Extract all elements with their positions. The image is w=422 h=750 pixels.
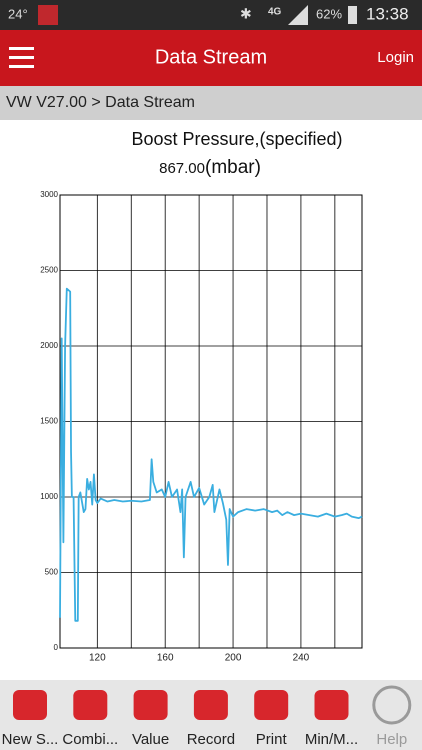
button-label: Combi... xyxy=(62,731,118,748)
toolbar-button[interactable]: Min/M... xyxy=(305,690,358,748)
breadcrumb-bar xyxy=(0,86,422,120)
toolbar-buttons: New S... Combi... Value Record Print Min/M...… xyxy=(2,685,412,748)
data-line xyxy=(59,287,363,622)
reading-unit: (mbar) xyxy=(205,157,261,178)
button-label: Min/M... xyxy=(305,731,358,748)
reading-value: 867.00 xyxy=(159,160,205,177)
signal-icon xyxy=(288,5,308,25)
y-tick-label: 1500 xyxy=(40,417,58,426)
y-tick-label: 2000 xyxy=(40,341,58,350)
toolbar-button[interactable]: Combi... xyxy=(62,690,118,748)
header-title: Data Stream xyxy=(155,46,267,68)
help-icon xyxy=(372,685,412,725)
toolbar-button[interactable]: Record xyxy=(187,690,235,748)
x-tick-label: 240 xyxy=(293,653,310,664)
button-label: Record xyxy=(187,731,235,748)
login-button[interactable]: Login xyxy=(377,49,414,66)
plot: 0 500 1000 1500 2000 2500 3000 120 160 200 240 xyxy=(40,190,363,664)
time: 13:38 xyxy=(366,4,409,23)
battery-icon xyxy=(348,6,357,24)
toolbar-button[interactable]: Help xyxy=(372,685,412,748)
button-icon xyxy=(193,690,228,720)
status-bar xyxy=(0,0,422,30)
breadcrumb: VW V27.00 > Data Stream xyxy=(6,94,195,111)
button-icon xyxy=(254,690,289,720)
y-tick-label: 500 xyxy=(45,568,59,577)
y-tick-label: 1000 xyxy=(40,492,58,501)
x-tick-label: 120 xyxy=(89,653,106,664)
y-tick-label: 2500 xyxy=(40,266,58,275)
chart-title: Boost Pressure,(specified) xyxy=(131,129,342,149)
x-tick-label: 200 xyxy=(225,653,242,664)
menu-bar xyxy=(9,47,34,50)
y-tick-label: 3000 xyxy=(40,190,58,199)
button-icon xyxy=(314,690,349,720)
button-label: Value xyxy=(132,731,169,748)
button-label: Print xyxy=(256,731,288,748)
temperature: 24° xyxy=(8,6,28,21)
x-tick-label: 160 xyxy=(157,653,174,664)
button-icon xyxy=(133,690,168,720)
menu-button[interactable] xyxy=(9,47,34,68)
button-label: Help xyxy=(376,731,407,748)
menu-bar xyxy=(9,56,34,59)
battery: 62% xyxy=(316,6,342,21)
network: 4G xyxy=(268,7,282,18)
bluetooth-icon: ✱ xyxy=(240,6,252,22)
toolbar-button[interactable]: Value xyxy=(132,690,169,748)
button-icon xyxy=(73,690,108,720)
header xyxy=(0,30,422,86)
toolbar-button[interactable]: New S... xyxy=(2,690,59,748)
menu-bar xyxy=(9,65,34,68)
button-icon xyxy=(13,690,47,720)
y-tick-label: 0 xyxy=(54,643,59,652)
button-label: New S... xyxy=(2,731,59,748)
toolbar-button[interactable]: Print xyxy=(254,690,289,748)
app-icon xyxy=(38,5,58,25)
